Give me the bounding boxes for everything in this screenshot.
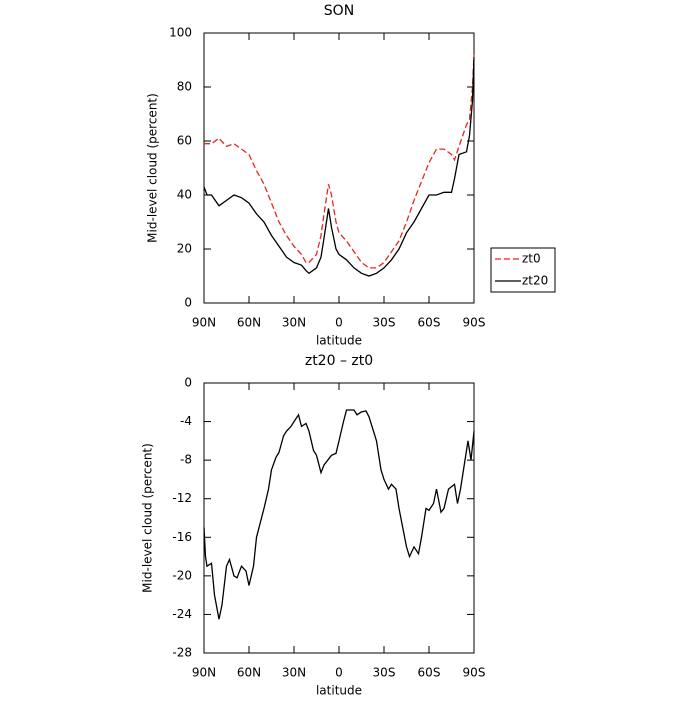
y-tick-label: 40 bbox=[177, 188, 192, 202]
y-axis-label: Mid-level cloud (percent) bbox=[141, 443, 155, 593]
chart-title: SON bbox=[324, 3, 354, 19]
x-tick-label: 30S bbox=[373, 316, 396, 330]
y-tick-label: -4 bbox=[180, 414, 192, 428]
x-tick-label: 90S bbox=[463, 666, 486, 680]
x-tick-label: 60S bbox=[418, 316, 441, 330]
x-tick-label: 60N bbox=[237, 666, 261, 680]
x-tick-label: 0 bbox=[335, 666, 343, 680]
y-tick-label: 100 bbox=[169, 26, 192, 40]
y-tick-label: 0 bbox=[184, 296, 192, 310]
y-tick-label: -16 bbox=[172, 530, 192, 544]
chart-title: zt20 – zt0 bbox=[305, 353, 373, 369]
x-tick-label: 30N bbox=[282, 666, 306, 680]
y-axis-label: Mid-level cloud (percent) bbox=[146, 93, 160, 243]
data-line bbox=[204, 54, 475, 269]
x-tick-label: 90S bbox=[463, 316, 486, 330]
legend-label: zt20 bbox=[522, 274, 548, 288]
x-tick-label: 30N bbox=[282, 316, 306, 330]
x-axis-label: latitude bbox=[316, 684, 362, 698]
x-tick-label: 30S bbox=[373, 666, 396, 680]
y-tick-label: 0 bbox=[184, 376, 192, 390]
y-tick-label: -8 bbox=[180, 453, 192, 467]
legend-box bbox=[490, 247, 556, 293]
x-tick-label: 60S bbox=[418, 666, 441, 680]
data-line bbox=[203, 57, 475, 277]
plot-frame bbox=[203, 32, 475, 304]
x-axis-label: latitude bbox=[316, 334, 362, 348]
x-tick-label: 60N bbox=[237, 316, 261, 330]
x-tick-label: 90N bbox=[192, 666, 216, 680]
data-line bbox=[203, 409, 475, 620]
y-tick-label: 60 bbox=[177, 134, 192, 148]
y-tick-label: 80 bbox=[177, 80, 192, 94]
y-tick-label: 20 bbox=[177, 242, 192, 256]
y-tick-label: -12 bbox=[172, 491, 192, 505]
y-tick-label: -24 bbox=[172, 607, 192, 621]
plot-frame bbox=[203, 382, 475, 654]
x-tick-label: 0 bbox=[335, 316, 343, 330]
legend-label: zt0 bbox=[522, 252, 541, 266]
x-tick-label: 90N bbox=[192, 316, 216, 330]
y-tick-label: -20 bbox=[172, 568, 192, 582]
y-tick-label: -28 bbox=[172, 646, 192, 660]
